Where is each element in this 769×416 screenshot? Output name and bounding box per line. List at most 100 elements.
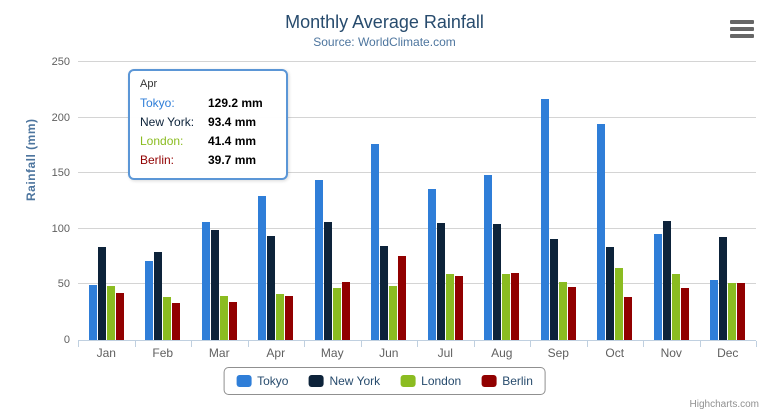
column-bar-london-jan[interactable] — [106, 285, 115, 340]
legend-symbol — [400, 375, 416, 387]
column-bar-tokyo-mar[interactable] — [201, 221, 210, 340]
menu-bar — [730, 20, 754, 24]
column-bar-tokyo-jan[interactable] — [88, 284, 97, 340]
column-bar-tokyo-may[interactable] — [314, 179, 323, 340]
column-bar-london-jul[interactable] — [445, 274, 454, 340]
column-bar-new-york-sep[interactable] — [549, 238, 558, 340]
column-bar-berlin-jul[interactable] — [454, 276, 463, 340]
category-group — [587, 62, 644, 340]
credits-link[interactable]: Highcharts.com — [689, 399, 759, 410]
x-axis-label: Jan — [96, 346, 116, 360]
column-bar-london-sep[interactable] — [558, 281, 567, 340]
column-bar-new-york-jan[interactable] — [97, 247, 106, 340]
column-bar-new-york-oct[interactable] — [606, 247, 615, 340]
x-axis-tick — [248, 341, 249, 347]
column-bar-new-york-jun[interactable] — [380, 246, 389, 340]
column-bar-tokyo-aug[interactable] — [484, 174, 493, 340]
x-axis-tick — [530, 341, 531, 347]
legend-symbol — [236, 375, 252, 387]
column-bar-berlin-oct[interactable] — [624, 296, 633, 340]
column-bar-new-york-dec[interactable] — [719, 237, 728, 340]
x-axis-label: May — [320, 346, 344, 360]
column-bar-new-york-may[interactable] — [323, 222, 332, 340]
y-axis-label: 150 — [51, 167, 70, 180]
column-bar-london-mar[interactable] — [219, 296, 228, 340]
tooltip-row: London: 41.4 mm — [140, 132, 276, 151]
column-bar-london-aug[interactable] — [502, 273, 511, 340]
column-bar-new-york-nov[interactable] — [662, 221, 671, 340]
x-axis-tick — [135, 341, 136, 347]
column-bar-berlin-dec[interactable] — [737, 283, 746, 340]
x-axis-tick — [587, 341, 588, 347]
menu-bar — [730, 34, 754, 38]
column-bar-london-apr[interactable] — [276, 293, 285, 340]
legend-item-london[interactable]: London — [400, 374, 461, 388]
legend-item-berlin[interactable]: Berlin — [481, 374, 533, 388]
category-group — [135, 62, 192, 340]
legend-symbol — [308, 375, 324, 387]
tooltip-header: Apr — [140, 78, 158, 90]
category-group — [643, 62, 700, 340]
gridline — [78, 61, 756, 62]
legend-label: New York — [329, 374, 381, 388]
x-axis-label: Apr — [266, 346, 286, 360]
column-bar-berlin-aug[interactable] — [511, 272, 520, 340]
column-bar-london-dec[interactable] — [728, 283, 737, 340]
tooltip-series-value: 93.4 mm — [208, 115, 257, 129]
category-group — [361, 62, 418, 340]
column-bar-berlin-sep[interactable] — [567, 287, 576, 340]
gridline — [78, 283, 756, 285]
x-axis-tick — [304, 341, 305, 347]
legend-item-new-york[interactable]: New York — [308, 374, 380, 388]
column-bar-tokyo-nov[interactable] — [653, 233, 662, 340]
column-bar-tokyo-oct[interactable] — [597, 124, 606, 340]
column-bar-berlin-jan[interactable] — [115, 292, 124, 340]
column-bar-tokyo-apr[interactable] — [258, 196, 267, 340]
context-menu-icon[interactable] — [730, 20, 754, 41]
plot-area — [78, 61, 757, 341]
category-group — [474, 62, 531, 340]
column-bar-berlin-jun[interactable] — [398, 256, 407, 340]
column-bar-new-york-feb[interactable] — [154, 252, 163, 340]
tooltip: Apr Tokyo: 129.2 mm New York: 93.4 mm London… — [128, 69, 288, 180]
column-bar-tokyo-dec[interactable] — [710, 279, 719, 340]
column-bar-tokyo-sep[interactable] — [540, 99, 549, 340]
column-bar-berlin-nov[interactable] — [680, 287, 689, 340]
chart-title: Monthly Average Rainfall — [285, 12, 484, 32]
column-bar-london-oct[interactable] — [615, 267, 624, 340]
column-bar-berlin-mar[interactable] — [228, 301, 237, 340]
legend-item-tokyo[interactable]: Tokyo — [236, 374, 288, 388]
tooltip-row: Berlin: 39.7 mm — [140, 151, 276, 170]
legend-symbol — [481, 375, 497, 387]
column-bar-tokyo-feb[interactable] — [145, 260, 154, 340]
category-group — [78, 62, 135, 340]
column-bar-london-may[interactable] — [332, 287, 341, 340]
chart-subtitle: Source: WorldClimate.com — [313, 35, 456, 49]
column-bar-berlin-apr[interactable] — [285, 295, 294, 340]
x-axis-tick — [756, 341, 757, 347]
legend: Tokyo New York London Berlin — [223, 367, 546, 395]
column-bar-london-nov[interactable] — [671, 274, 680, 340]
column-bar-new-york-jul[interactable] — [436, 223, 445, 340]
column-bar-berlin-may[interactable] — [341, 281, 350, 340]
column-bar-tokyo-jul[interactable] — [427, 189, 436, 340]
category-group — [700, 62, 757, 340]
x-axis-tick — [474, 341, 475, 347]
column-bar-berlin-feb[interactable] — [172, 303, 181, 340]
column-bar-new-york-mar[interactable] — [210, 230, 219, 340]
tooltip-series-value: 41.4 mm — [208, 134, 257, 148]
column-bar-new-york-aug[interactable] — [493, 224, 502, 340]
x-axis-label: Aug — [491, 346, 513, 360]
legend-label: Tokyo — [257, 374, 289, 388]
y-axis-label: 100 — [51, 222, 70, 235]
column-bar-london-feb[interactable] — [163, 296, 172, 340]
x-axis-label: Dec — [717, 346, 739, 360]
legend-label: Berlin — [502, 374, 533, 388]
tooltip-series-name: Tokyo: — [140, 96, 175, 110]
column-bar-london-jun[interactable] — [389, 286, 398, 340]
x-axis-label: Nov — [660, 346, 682, 360]
column-bar-tokyo-jun[interactable] — [371, 144, 380, 340]
column-bar-new-york-apr[interactable] — [267, 236, 276, 340]
x-axis-tick — [361, 341, 362, 347]
y-axis-label: 200 — [51, 111, 70, 124]
